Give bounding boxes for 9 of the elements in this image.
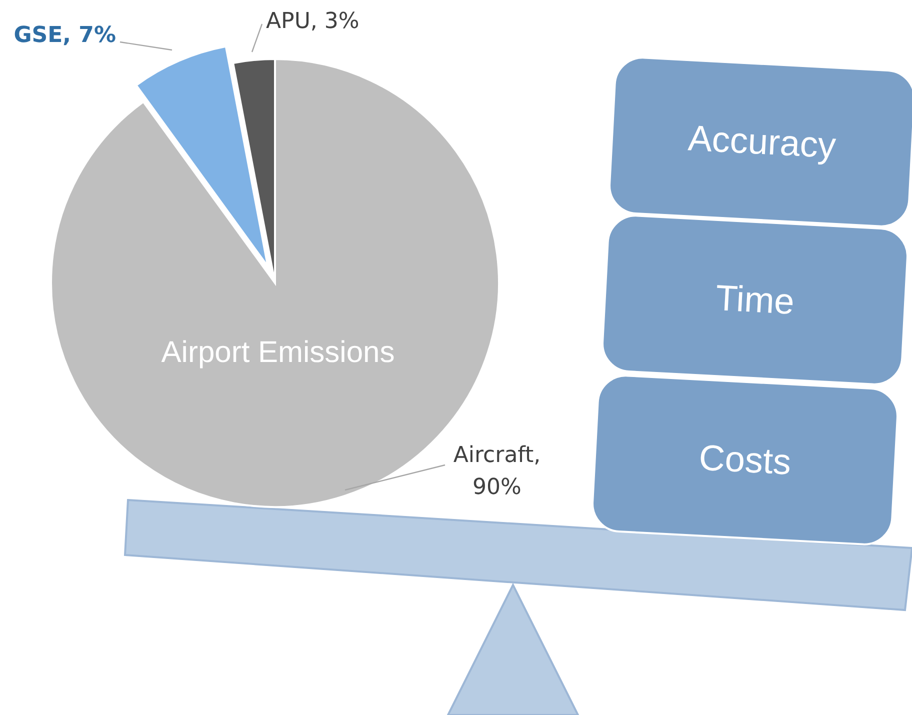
- text: Costs: [698, 436, 792, 482]
- slice-label: APU: [266, 9, 310, 34]
- text: Time: [714, 276, 796, 322]
- text: Airport Emissions: [161, 336, 395, 369]
- slice-label: GSE: [14, 23, 63, 48]
- slice-label: Aircraft: [453, 443, 534, 468]
- data-label: , 7%: [62, 23, 116, 48]
- text: Accuracy: [687, 117, 838, 166]
- data-label: , 3%: [310, 9, 360, 34]
